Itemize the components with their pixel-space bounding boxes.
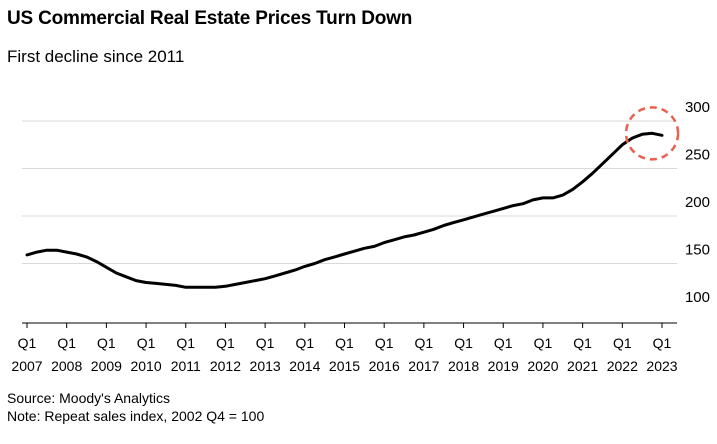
x-tick-year: 2009 — [91, 358, 122, 374]
x-tick-year: 2016 — [369, 358, 400, 374]
x-tick-year: 2014 — [289, 358, 320, 374]
y-tick-label: 150 — [685, 242, 710, 259]
x-tick-year: 2011 — [171, 358, 201, 374]
x-tick-quarter: Q1 — [97, 335, 116, 351]
y-tick-label: 250 — [685, 147, 710, 164]
x-tick-year: 2019 — [488, 358, 519, 374]
source-note: Source: Moody's Analytics — [7, 390, 170, 406]
highlight-circle — [624, 106, 680, 161]
x-tick-quarter: Q1 — [415, 335, 434, 351]
x-tick-quarter: Q1 — [176, 335, 195, 351]
x-tick-year: 2021 — [567, 358, 598, 374]
x-tick-year: 2007 — [11, 358, 42, 374]
x-tick-quarter: Q1 — [375, 335, 394, 351]
y-tick-label: 200 — [685, 194, 710, 211]
x-tick-quarter: Q1 — [613, 335, 632, 351]
x-tick-quarter: Q1 — [335, 335, 354, 351]
x-tick-quarter: Q1 — [57, 335, 76, 351]
x-tick-year: 2008 — [51, 358, 82, 374]
x-tick-quarter: Q1 — [494, 335, 513, 351]
x-tick-year: 2018 — [448, 358, 479, 374]
line-chart: 300 250 200 150 100 Q1 2007 Q1 2008 Q1 2009 Q1 2010… — [11, 99, 710, 374]
x-tick-quarter: Q1 — [454, 335, 473, 351]
x-tick-year: 2023 — [646, 358, 677, 374]
x-tick-quarter: Q1 — [534, 335, 553, 351]
x-tick-year: 2012 — [210, 358, 241, 374]
x-tick-quarter: Q1 — [18, 335, 37, 351]
index-note: Note: Repeat sales index, 2002 Q4 = 100 — [7, 408, 265, 424]
x-tick-year: 2010 — [130, 358, 161, 374]
x-tick-quarter: Q1 — [137, 335, 156, 351]
x-tick-quarter: Q1 — [573, 335, 592, 351]
x-axis: Q1 2007 Q1 2008 Q1 2009 Q1 2010 Q1 2011 Q1 2012 Q1 20… — [11, 322, 678, 374]
x-tick-quarter: Q1 — [216, 335, 235, 351]
chart-title: US Commercial Real Estate Prices Turn Do… — [7, 8, 413, 29]
x-tick-year: 2015 — [329, 358, 360, 374]
gridlines — [22, 120, 677, 264]
x-tick-year: 2020 — [527, 358, 558, 374]
y-axis-labels: 300 250 200 150 100 — [685, 99, 710, 306]
price-index-line — [25, 131, 664, 289]
y-tick-label: 300 — [685, 99, 710, 116]
x-tick-year: 2013 — [250, 358, 281, 374]
y-tick-label: 100 — [685, 289, 710, 306]
chart-subtitle: First decline since 2011 — [7, 47, 185, 66]
x-tick-year: 2022 — [607, 358, 638, 374]
x-tick-quarter: Q1 — [295, 335, 314, 351]
x-tick-year: 2017 — [408, 358, 439, 374]
x-tick-quarter: Q1 — [256, 335, 275, 351]
x-tick-quarter: Q1 — [653, 335, 672, 351]
